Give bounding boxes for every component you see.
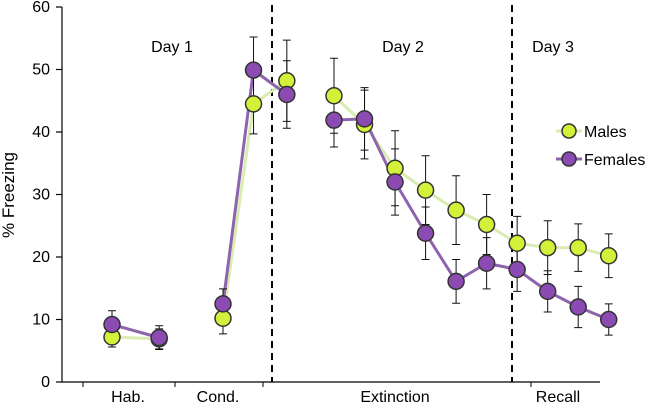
- data-point-males: [416, 181, 435, 199]
- data-point-females: [569, 298, 587, 316]
- x-group-label: Hab.: [111, 389, 145, 404]
- y-ticks: 0 10 20 30 40 50 60: [32, 0, 62, 391]
- legend: Males Females: [556, 123, 645, 169]
- data-point-females: [103, 315, 121, 334]
- data-point-females: [477, 254, 496, 272]
- series-line-males: [221, 79, 288, 319]
- x-group-label: Extinction: [360, 389, 429, 404]
- x-group-label: Cond.: [197, 389, 240, 404]
- data-point-females: [325, 111, 343, 129]
- legend-swatch-marker: [561, 151, 577, 167]
- data-point-females: [508, 260, 526, 279]
- y-tick-label: 40: [32, 124, 50, 141]
- series-layer: [103, 36, 618, 350]
- data-point-females: [599, 310, 618, 329]
- day-label: Day 3: [532, 39, 574, 56]
- data-point-males: [477, 215, 496, 234]
- y-tick-label: 0: [41, 374, 50, 391]
- data-point-males: [325, 87, 343, 105]
- series-line-females: [333, 117, 610, 321]
- data-point-females: [538, 282, 557, 301]
- data-point-males: [538, 238, 557, 257]
- data-point-females: [355, 110, 374, 128]
- axes-layer: [61, 5, 600, 383]
- data-point-females: [150, 328, 168, 347]
- y-tick-label: 50: [32, 62, 50, 79]
- legend-label: Males: [584, 124, 627, 141]
- data-point-males: [447, 201, 465, 219]
- legend-swatch-marker: [561, 123, 577, 139]
- y-axis-title: % Freezing: [0, 152, 18, 238]
- y-tick-label: 10: [32, 312, 50, 329]
- x-group-label: Recall: [536, 389, 580, 404]
- data-point-females: [447, 272, 465, 291]
- legend-label: Females: [584, 152, 645, 169]
- data-point-females: [416, 224, 435, 242]
- data-point-males: [599, 247, 618, 265]
- data-point-females: [278, 85, 296, 104]
- data-point-females: [386, 173, 404, 191]
- data-point-females: [244, 61, 263, 79]
- data-point-females: [214, 295, 232, 313]
- x-group-labels: Hab. Cond. Extinction Recall: [82, 382, 580, 404]
- data-point-males: [214, 309, 232, 327]
- day-labels: Day 1 Day 2 Day 3: [151, 39, 574, 56]
- y-tick-label: 60: [32, 0, 50, 16]
- data-point-males: [244, 95, 263, 113]
- data-point-males: [508, 234, 526, 252]
- y-tick-label: 20: [32, 249, 50, 266]
- series-line-males: [332, 94, 610, 258]
- data-point-males: [569, 238, 587, 257]
- day-label: Day 1: [151, 39, 193, 56]
- y-tick-label: 30: [32, 187, 50, 204]
- day-label: Day 2: [382, 39, 424, 56]
